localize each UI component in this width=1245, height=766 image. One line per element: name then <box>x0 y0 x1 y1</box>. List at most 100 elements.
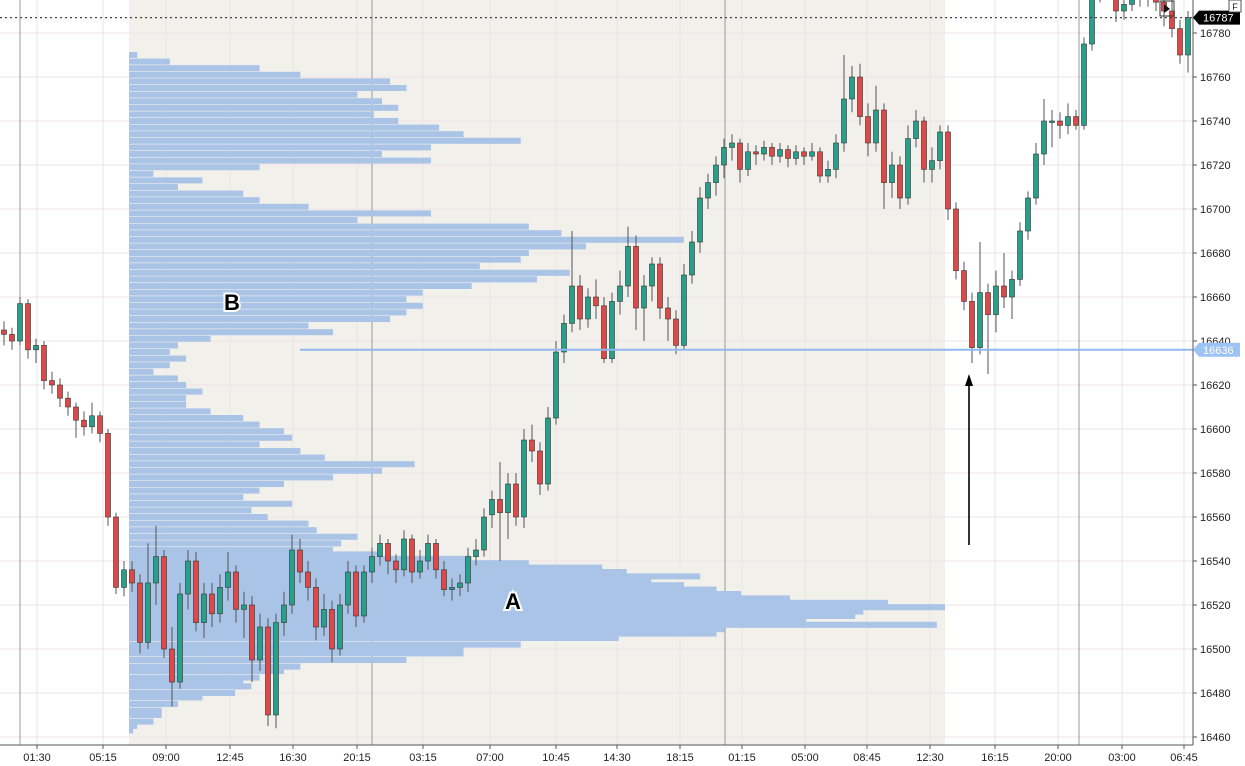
profile-bar <box>129 683 252 690</box>
profile-bar <box>129 481 285 487</box>
candle-up <box>177 593 183 683</box>
flag-box <box>1228 0 1242 13</box>
profile-bar <box>129 157 431 164</box>
candle-up <box>649 263 655 287</box>
profile-bar <box>129 617 807 624</box>
candle-down <box>1169 10 1175 29</box>
candle-up <box>705 182 711 199</box>
candle-down <box>601 305 607 359</box>
candle-up <box>521 439 527 518</box>
last-price-tag <box>1193 10 1240 25</box>
candle-up <box>793 151 799 159</box>
profile-bar <box>129 441 260 448</box>
candle-up <box>641 285 647 309</box>
profile-bar <box>129 533 358 540</box>
candle-down <box>1 329 7 335</box>
x-tick-label: 12:45 <box>216 752 244 764</box>
profile-bar <box>129 124 440 131</box>
profile-bar <box>129 723 138 729</box>
candle-down <box>409 538 415 573</box>
candle-down <box>305 571 311 588</box>
candle-down <box>249 604 255 661</box>
candle-up <box>201 593 207 623</box>
profile-bar <box>129 329 333 336</box>
candle-up <box>905 138 911 199</box>
candle-down <box>73 406 79 421</box>
profile-bar <box>129 577 652 584</box>
profile-bar <box>129 415 244 421</box>
candle-up <box>217 587 223 615</box>
profile-bar <box>129 679 244 685</box>
profile-bar <box>129 309 407 316</box>
candle-up <box>1065 116 1071 126</box>
candle-down <box>297 549 303 573</box>
profile-bar <box>129 375 178 382</box>
candle-up <box>713 164 719 183</box>
profile-bar <box>129 573 701 580</box>
level-price-tag <box>1193 342 1240 357</box>
profile-bar <box>129 701 178 707</box>
candle-up <box>1185 17 1191 56</box>
profile-bar <box>129 151 382 157</box>
candle-up <box>153 556 159 584</box>
candle-up <box>401 538 407 571</box>
candle-down <box>65 397 71 408</box>
x-tick-label: 01:30 <box>23 752 51 764</box>
candle-down <box>513 483 519 518</box>
profile-bar <box>129 263 480 270</box>
profile-bar <box>129 434 293 441</box>
profile-bar <box>129 668 285 674</box>
candle-up <box>609 301 615 359</box>
x-tick-label: 16:30 <box>279 752 307 764</box>
profile-bar <box>129 586 717 593</box>
candle-down <box>633 246 639 309</box>
profile-bar <box>129 65 260 72</box>
profile-bar <box>129 663 301 670</box>
profile-bar <box>129 131 464 138</box>
candle-up <box>121 569 127 588</box>
profile-bar <box>129 316 391 322</box>
candle-up <box>689 241 695 276</box>
candle-down <box>137 582 143 643</box>
profile-bar <box>129 144 431 151</box>
profile-bar <box>129 223 529 230</box>
profile-bar <box>129 421 260 428</box>
profile-bar <box>129 527 317 534</box>
profile-bar <box>129 595 790 602</box>
candle-up <box>841 98 847 144</box>
profile-bar <box>129 621 937 628</box>
x-tick-label: 12:30 <box>916 752 944 764</box>
candle-up <box>889 164 895 183</box>
candle-up <box>337 604 343 650</box>
candle-down <box>385 543 391 562</box>
candle-up <box>457 582 463 588</box>
candle-up <box>545 417 551 485</box>
candle-up <box>145 582 151 643</box>
profile-bar <box>129 283 472 289</box>
candle-down <box>577 285 583 320</box>
bar-replay-icon <box>1159 0 1175 17</box>
profile-bar <box>129 608 864 615</box>
annotation-b: B <box>224 290 240 315</box>
profile-bar <box>129 641 521 648</box>
profile-bar <box>129 137 521 144</box>
candle-down <box>1001 285 1007 298</box>
profile-bar <box>129 388 203 395</box>
candle-up <box>505 483 511 513</box>
x-tick-label: 03:00 <box>1108 752 1136 764</box>
candle-down <box>169 648 175 683</box>
candle-up <box>745 151 751 170</box>
candle-down <box>673 318 679 346</box>
profile-bar <box>129 564 603 571</box>
candle-up <box>993 285 999 315</box>
candle-up <box>417 560 423 573</box>
candle-up <box>617 285 623 302</box>
candle-down <box>1177 28 1183 56</box>
profile-bar <box>129 428 285 435</box>
candle-down <box>537 450 543 485</box>
profile-bar <box>129 727 134 734</box>
profile-bar <box>129 256 521 263</box>
candle-up <box>281 604 287 623</box>
candle-up <box>761 147 767 155</box>
